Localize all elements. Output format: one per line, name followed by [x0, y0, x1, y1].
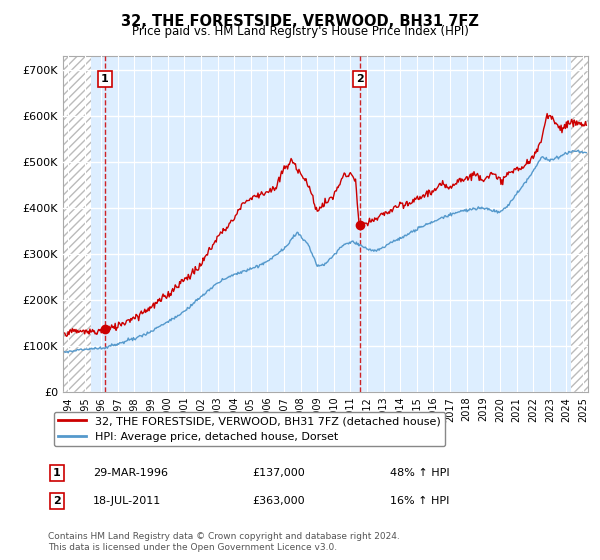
- Text: 16% ↑ HPI: 16% ↑ HPI: [390, 496, 449, 506]
- Text: 2: 2: [356, 74, 364, 84]
- Legend: 32, THE FORESTSIDE, VERWOOD, BH31 7FZ (detached house), HPI: Average price, deta: 32, THE FORESTSIDE, VERWOOD, BH31 7FZ (d…: [53, 412, 445, 446]
- Text: 48% ↑ HPI: 48% ↑ HPI: [390, 468, 449, 478]
- Text: Contains HM Land Registry data © Crown copyright and database right 2024.
This d: Contains HM Land Registry data © Crown c…: [48, 532, 400, 552]
- Text: 18-JUL-2011: 18-JUL-2011: [93, 496, 161, 506]
- Text: 1: 1: [53, 468, 61, 478]
- Text: 2: 2: [53, 496, 61, 506]
- Text: £363,000: £363,000: [252, 496, 305, 506]
- Text: 29-MAR-1996: 29-MAR-1996: [93, 468, 168, 478]
- Bar: [63, 56, 91, 392]
- Text: 32, THE FORESTSIDE, VERWOOD, BH31 7FZ: 32, THE FORESTSIDE, VERWOOD, BH31 7FZ: [121, 14, 479, 29]
- Bar: [571, 56, 588, 392]
- Text: 1: 1: [101, 74, 109, 84]
- Text: Price paid vs. HM Land Registry's House Price Index (HPI): Price paid vs. HM Land Registry's House …: [131, 25, 469, 38]
- Text: £137,000: £137,000: [252, 468, 305, 478]
